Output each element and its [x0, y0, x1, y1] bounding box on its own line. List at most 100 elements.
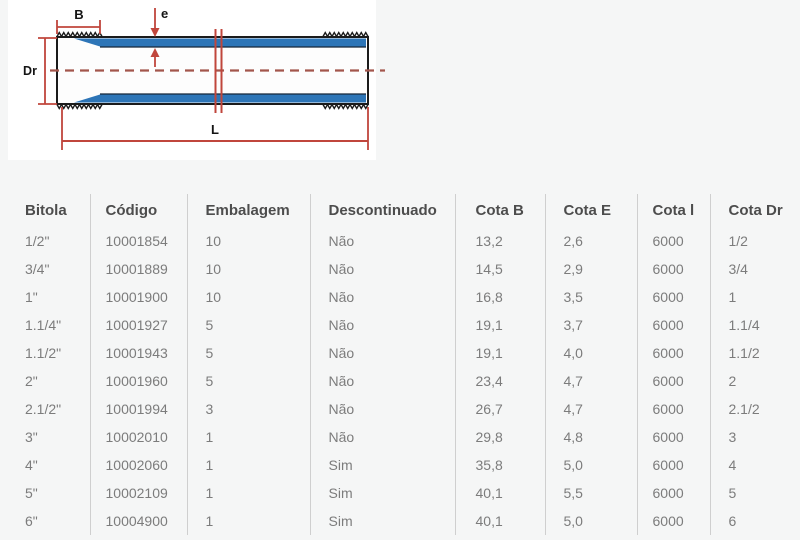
cell-bitola: 1/2" — [0, 227, 91, 255]
table-row: 1" 10001900 10 Não 16,8 3,5 6000 1 — [0, 283, 800, 311]
cell-cota_dr: 2.1/2 — [728, 401, 760, 417]
table-row: 6" 10004900 1 Sim 40,1 5,0 6000 6 — [0, 507, 800, 535]
cell-bitola: 4" — [0, 451, 91, 479]
cell-cota_l: 6000 — [637, 255, 711, 283]
dr-dimension-label: Dr — [23, 64, 37, 78]
cell-cota_b: 40,1 — [455, 479, 546, 507]
cell-cota_b: 35,8 — [455, 451, 546, 479]
cell-cota_b: 40,1 — [455, 507, 546, 535]
col-header-cota-dr: Cota Dr — [728, 202, 783, 219]
cell-descontinuado: Não — [310, 395, 456, 423]
cell-codigo: 10004900 — [90, 507, 188, 535]
l-dimension-label: L — [211, 122, 219, 137]
cell-embalagem: 5 — [187, 367, 311, 395]
cell-cota_l: 6000 — [637, 227, 711, 255]
cell-bitola: 2.1/2" — [0, 395, 91, 423]
cell-cota_e: 4,7 — [545, 367, 638, 395]
cell-cota_dr: 1.1/4 — [728, 317, 760, 333]
cell-cota_dr: 6 — [728, 513, 737, 529]
e-dimension-arrow-down — [150, 28, 160, 37]
cell-cota_e: 2,9 — [545, 255, 638, 283]
col-header-cota-e: Cota E — [545, 194, 638, 227]
cell-cota_e: 4,0 — [545, 339, 638, 367]
table-row: 4" 10002060 1 Sim 35,8 5,0 6000 4 — [0, 451, 800, 479]
cell-descontinuado: Não — [310, 255, 456, 283]
cell-cota_l: 6000 — [637, 311, 711, 339]
cell-descontinuado: Não — [310, 339, 456, 367]
cell-embalagem: 5 — [187, 311, 311, 339]
cell-bitola: 1.1/2" — [0, 339, 91, 367]
col-header-bitola: Bitola — [0, 194, 91, 227]
table-header-row: Bitola Código Embalagem Descontinuado Co… — [0, 194, 800, 227]
table-row: 2" 10001960 5 Não 23,4 4,7 6000 2 — [0, 367, 800, 395]
cell-cota_l: 6000 — [637, 479, 711, 507]
cell-cota_dr: 1.1/2 — [728, 345, 760, 361]
cell-cota_dr: 1 — [728, 289, 737, 305]
cell-codigo: 10002109 — [90, 479, 188, 507]
table-row: 1.1/2" 10001943 5 Não 19,1 4,0 6000 1.1/2 — [0, 339, 800, 367]
cell-cota_l: 6000 — [637, 451, 711, 479]
cell-cota_l: 6000 — [637, 367, 711, 395]
cell-cota_b: 23,4 — [455, 367, 546, 395]
thread-bottom-left — [56, 103, 103, 110]
cell-embalagem: 10 — [187, 255, 311, 283]
pipe-dimension-diagram: B e Dr L — [0, 0, 390, 166]
cell-cota_b: 26,7 — [455, 395, 546, 423]
cell-cota_b: 14,5 — [455, 255, 546, 283]
cell-cota_l: 6000 — [637, 283, 711, 311]
cell-cota_e: 5,0 — [545, 507, 638, 535]
thread-bottom-right — [322, 103, 369, 110]
col-header-descontinuado: Descontinuado — [310, 194, 456, 227]
pipe-diagram-svg: B e Dr L — [8, 0, 385, 160]
cell-cota_dr: 2 — [728, 373, 737, 389]
cell-descontinuado: Não — [310, 367, 456, 395]
cell-bitola: 3/4" — [0, 255, 91, 283]
cell-cota_e: 5,5 — [545, 479, 638, 507]
cell-cota_l: 6000 — [637, 423, 711, 451]
col-header-cota-l: Cota l — [637, 194, 711, 227]
cell-cota_dr: 3/4 — [728, 261, 748, 277]
cell-descontinuado: Sim — [310, 451, 456, 479]
cell-bitola: 1.1/4" — [0, 311, 91, 339]
cell-codigo: 10001927 — [90, 311, 188, 339]
cell-cota_l: 6000 — [637, 339, 711, 367]
cell-embalagem: 3 — [187, 395, 311, 423]
cell-cota_dr: 5 — [728, 485, 737, 501]
cell-bitola: 1" — [0, 283, 91, 311]
cell-cota_l: 6000 — [637, 395, 711, 423]
cell-cota_dr: 1/2 — [728, 233, 748, 249]
cell-descontinuado: Não — [310, 423, 456, 451]
cell-cota_e: 4,7 — [545, 395, 638, 423]
table-row: 2.1/2" 10001994 3 Não 26,7 4,7 6000 2.1/2 — [0, 395, 800, 423]
pipe-wall-bottom — [74, 94, 366, 103]
thread-top-left — [56, 31, 103, 38]
table-row: 3" 10002010 1 Não 29,8 4,8 6000 3 — [0, 423, 800, 451]
cell-codigo: 10001943 — [90, 339, 188, 367]
cell-cota_b: 19,1 — [455, 311, 546, 339]
cell-cota_e: 3,7 — [545, 311, 638, 339]
cell-cota_b: 19,1 — [455, 339, 546, 367]
cell-codigo: 10001854 — [90, 227, 188, 255]
table-header: Bitola Código Embalagem Descontinuado Co… — [0, 194, 800, 227]
cell-codigo: 10002010 — [90, 423, 188, 451]
col-header-cota-b: Cota B — [455, 194, 546, 227]
cell-codigo: 10001994 — [90, 395, 188, 423]
col-header-codigo: Código — [90, 194, 188, 227]
cell-descontinuado: Não — [310, 227, 456, 255]
cell-cota_b: 13,2 — [455, 227, 546, 255]
cell-codigo: 10001889 — [90, 255, 188, 283]
pipe-body-outline — [56, 36, 369, 105]
table-row: 5" 10002109 1 Sim 40,1 5,5 6000 5 — [0, 479, 800, 507]
cell-cota_dr: 3 — [728, 429, 737, 445]
cell-cota_e: 3,5 — [545, 283, 638, 311]
cell-cota_dr: 4 — [728, 457, 737, 473]
cell-descontinuado: Sim — [310, 479, 456, 507]
cell-descontinuado: Sim — [310, 507, 456, 535]
cell-embalagem: 1 — [187, 479, 311, 507]
cell-descontinuado: Não — [310, 311, 456, 339]
e-dimension-arrow-up — [150, 48, 160, 57]
cell-embalagem: 1 — [187, 507, 311, 535]
cell-embalagem: 1 — [187, 451, 311, 479]
table-row: 1.1/4" 10001927 5 Não 19,1 3,7 6000 1.1/4 — [0, 311, 800, 339]
